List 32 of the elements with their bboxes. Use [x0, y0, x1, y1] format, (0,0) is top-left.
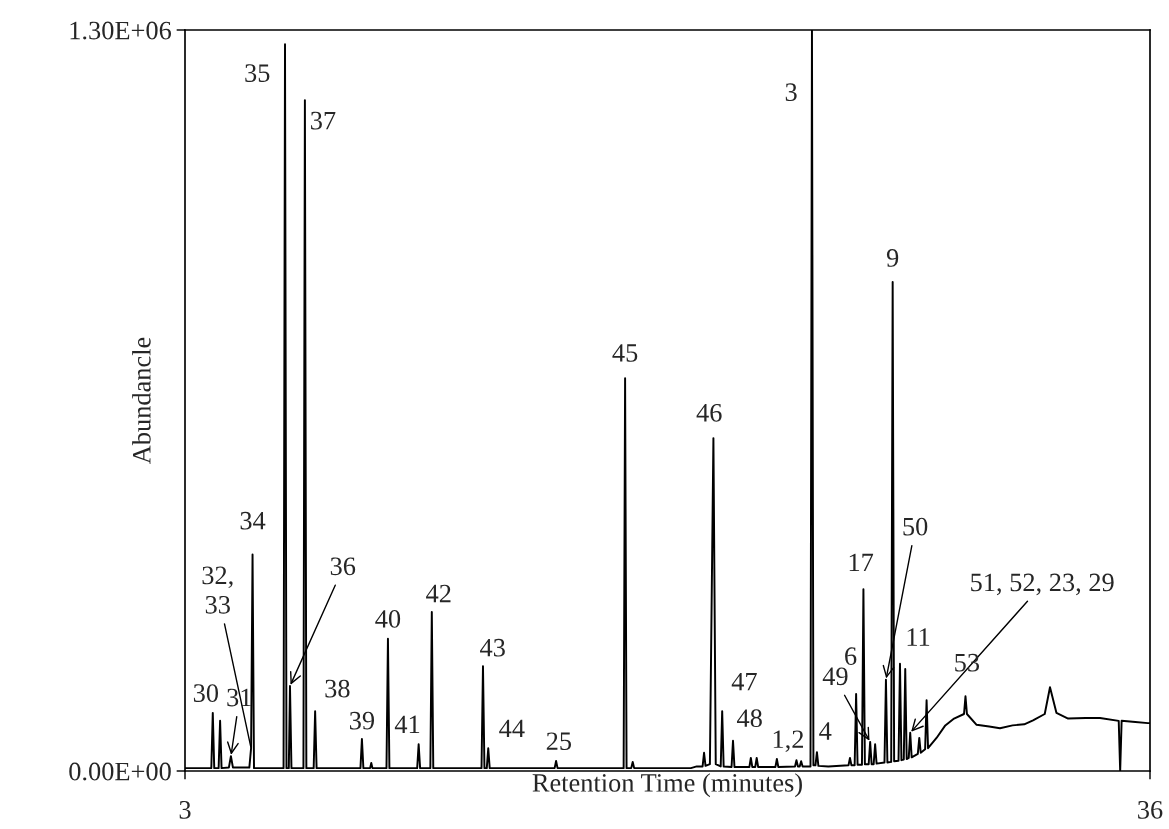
annotation: 3 [785, 83, 797, 102]
annotation: 17 [849, 553, 874, 572]
annotation: 34 [240, 511, 266, 530]
annotation: 49 [822, 667, 848, 686]
annotation: 48 [736, 709, 762, 728]
annotation: 41 [394, 715, 420, 734]
annotation: 38 [325, 679, 350, 698]
annotation: 46 [696, 403, 722, 422]
annotation: 32, 33 [202, 566, 233, 614]
x-axis-title: Retention Time (minutes) [532, 773, 802, 798]
y-tick-label: 1.30E+06 [70, 21, 172, 40]
annotation: 39 [349, 711, 375, 730]
annotation: 30 [193, 684, 219, 702]
annotation: 36 [330, 557, 356, 576]
y-axis-title: Abundancle [132, 337, 151, 464]
annotation: 42 [426, 584, 451, 603]
annotation: 6 [845, 647, 857, 666]
annotation: 40 [375, 610, 401, 628]
annotation: 50 [903, 517, 928, 536]
annotation: 43 [480, 638, 505, 657]
annotation: 45 [612, 344, 638, 362]
annotation: 47 [731, 672, 757, 691]
y-tick-label: 0.00E+00 [69, 762, 171, 781]
annotation: 4 [819, 722, 832, 740]
annotation: 51, 52, 23, 29 [971, 573, 1114, 596]
annotation: 44 [499, 719, 525, 738]
annotation: 11 [907, 628, 930, 646]
annotation: 37 [311, 111, 336, 130]
annotation: 1,2 [773, 730, 804, 752]
annotation: 25 [546, 732, 572, 751]
annotation: 35 [245, 64, 270, 82]
annotation: 9 [886, 249, 899, 267]
